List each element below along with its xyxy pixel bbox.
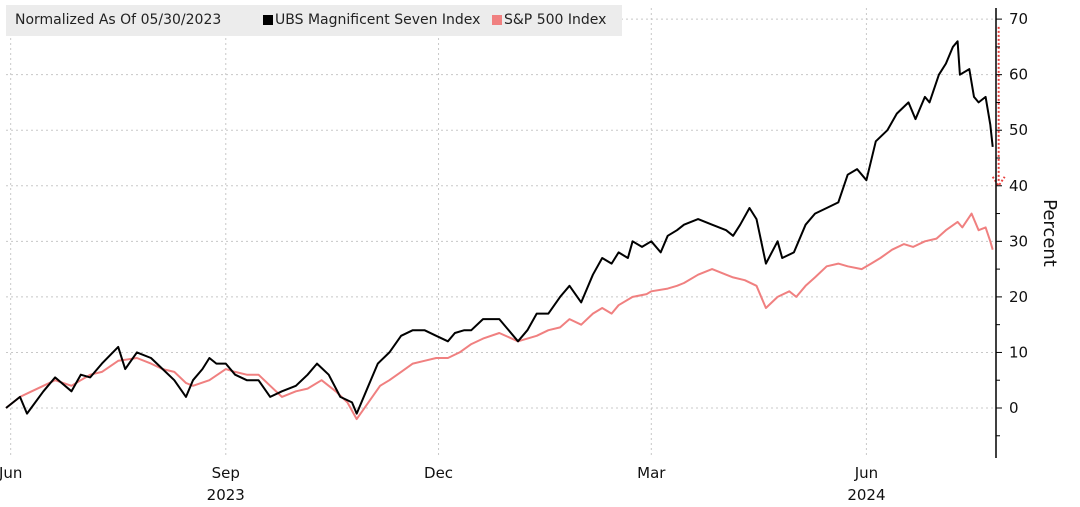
- series-layer: [5, 40, 994, 421]
- y-tick-label: 0: [1009, 399, 1019, 417]
- legend: Normalized As Of 05/30/2023 UBS Magnific…: [6, 5, 622, 36]
- legend-swatch-ubs: [263, 15, 273, 25]
- y-tick-label: 50: [1009, 121, 1028, 139]
- y-axis: 0 10 20 30 40 50 60 70: [995, 8, 1028, 458]
- legend-label-sp500: S&P 500 Index: [504, 12, 607, 28]
- x-year-label: 2024: [847, 486, 885, 504]
- x-tick-label: Jun: [854, 464, 878, 482]
- x-tick-label: Dec: [424, 464, 453, 482]
- grid-lines: [6, 8, 995, 458]
- x-year-label: 2023: [207, 486, 245, 504]
- legend-label-ubs: UBS Magnificent Seven Index: [275, 12, 481, 28]
- series-line: [5, 212, 994, 421]
- x-tick-label: Sep: [212, 464, 240, 482]
- y-tick-label: 70: [1009, 10, 1028, 28]
- x-tick-label: Jun: [0, 464, 22, 482]
- annotation-layer: [991, 26, 1006, 188]
- x-tick-label: Mar: [637, 464, 666, 482]
- series-line: [5, 40, 994, 415]
- legend-normalized-note: Normalized As Of 05/30/2023: [15, 12, 222, 28]
- y-tick-label: 30: [1009, 232, 1028, 250]
- legend-swatch-sp500: [492, 15, 502, 25]
- x-axis: Jun Sep 2023 Dec Mar Jun 2024: [0, 464, 886, 504]
- annotation-arrow-head: [991, 176, 1006, 188]
- y-axis-title: Percent: [1039, 199, 1060, 267]
- y-tick-label: 20: [1009, 288, 1028, 306]
- y-tick-label: 60: [1009, 66, 1028, 84]
- y-tick-label: 40: [1009, 177, 1028, 195]
- y-tick-label: 10: [1009, 343, 1028, 361]
